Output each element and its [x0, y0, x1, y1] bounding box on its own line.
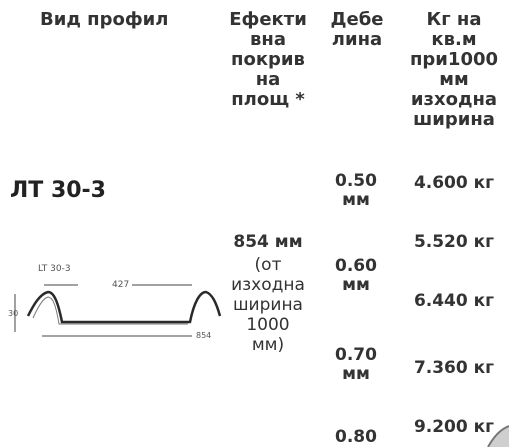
thickness-value: 0.50 мм	[325, 172, 387, 210]
header-coverage-line: Ефекти	[229, 9, 307, 30]
thickness-number: 0.60	[335, 256, 377, 276]
header-weight-line: кв.м	[431, 29, 477, 50]
coverage-note-line: 1000	[246, 315, 290, 335]
header-thickness-line: Дебе	[330, 9, 384, 30]
coverage-note-line: мм)	[251, 335, 285, 355]
header-profile: Вид профил	[40, 9, 169, 30]
corner-curl-edge	[487, 425, 509, 447]
profile-outline	[26, 290, 222, 324]
thickness-number: 0.70	[335, 345, 377, 365]
thickness-unit: мм	[342, 364, 370, 384]
header-weight-line: мм	[439, 69, 469, 90]
header-coverage: Ефекти вна покрив на площ *	[218, 10, 318, 110]
weight-value: 7.360 кг	[413, 358, 495, 378]
profile-inner-outline	[32, 296, 188, 325]
drawing-label-top: 427	[112, 280, 129, 290]
coverage-note: (от изходна ширина 1000 мм)	[218, 255, 318, 355]
thickness-value: 0.80	[325, 428, 387, 447]
weight-value: 6.440 кг	[413, 291, 495, 311]
header-coverage-line: площ *	[231, 89, 305, 110]
header-weight-line: при1000	[409, 49, 499, 70]
header-weight-line: ширина	[413, 109, 495, 130]
coverage-value: 854 мм	[233, 232, 303, 252]
coverage-note-line: (от	[254, 255, 282, 275]
header-coverage-line: на	[255, 69, 281, 90]
thickness-value: 0.70 мм	[325, 346, 387, 384]
header-weight-line: изходна	[410, 89, 498, 110]
corner-curl-shape	[488, 426, 509, 447]
header-coverage-line: покрив	[231, 49, 305, 70]
profile-drawing: LT 30-3 427 30 854	[8, 264, 222, 340]
header-coverage-line: вна	[250, 29, 286, 50]
weight-value: 9.200 кг	[413, 417, 495, 437]
thickness-value: 0.60 мм	[325, 257, 387, 295]
corner-curl	[487, 425, 509, 447]
header-thickness: Дебе лина	[322, 10, 392, 50]
header-weight-line: Кг на	[426, 9, 482, 30]
thickness-number: 0.50	[335, 171, 377, 191]
coverage-note-line: изходна	[231, 275, 305, 295]
header-weight: Кг на кв.м при1000 мм изходна ширина	[404, 10, 504, 130]
thickness-number: 0.80	[335, 427, 377, 447]
weight-value: 4.600 кг	[413, 173, 495, 193]
drawing-label-name: LT 30-3	[38, 264, 71, 274]
thickness-unit: мм	[342, 190, 370, 210]
coverage-note-line: ширина	[233, 295, 303, 315]
drawing-label-height: 30	[8, 309, 18, 318]
thickness-unit: мм	[342, 275, 370, 295]
header-thickness-line: лина	[331, 29, 383, 50]
product-name: ЛТ 30-3	[10, 178, 106, 203]
weight-value: 5.520 кг	[413, 232, 495, 252]
drawing-label-bottom: 854	[196, 331, 211, 340]
